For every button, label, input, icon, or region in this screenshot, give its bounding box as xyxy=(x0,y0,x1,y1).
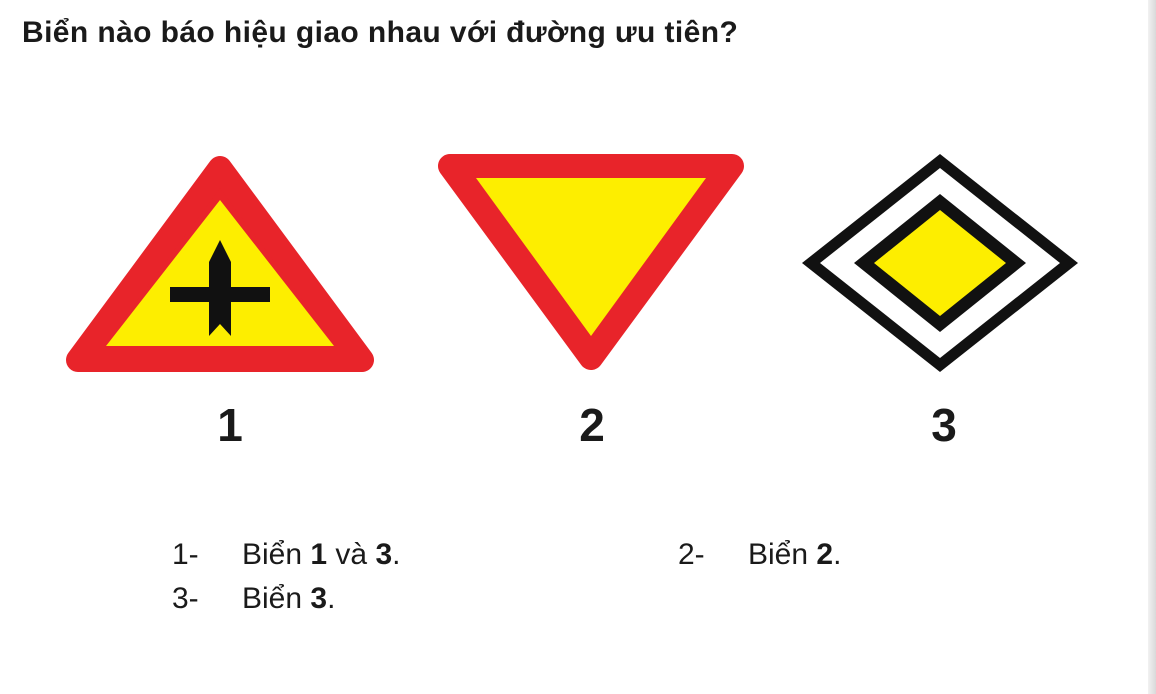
answer-number: 2- xyxy=(678,538,705,571)
give-way-sign-icon xyxy=(438,154,744,370)
answer-text: . xyxy=(833,538,842,571)
answer-option-3[interactable]: 3- Biển 3. xyxy=(172,582,335,616)
answer-text: Biển xyxy=(242,582,311,615)
sign-2-number: 2 xyxy=(579,399,605,451)
answer-bold: 2 xyxy=(816,538,834,571)
answer-option-2[interactable]: 2- Biển 2. xyxy=(678,538,841,572)
answer-number: 3- xyxy=(172,582,199,615)
answer-bold: 3 xyxy=(310,582,328,615)
question-title: Biển nào báo hiệu giao nhau với đường ưu… xyxy=(22,16,739,49)
page-edge-shadow xyxy=(1148,0,1156,694)
answer-text: Biển xyxy=(748,538,817,571)
answer-number: 1- xyxy=(172,538,199,571)
sign-2-give-way[interactable] xyxy=(434,152,748,372)
sign-1-number: 1 xyxy=(217,399,243,451)
sign-1-crossroad-priority[interactable] xyxy=(64,154,376,374)
answer-text: và xyxy=(327,538,376,571)
crossroad-priority-warning-sign-icon xyxy=(66,156,374,372)
answer-text: . xyxy=(327,582,336,615)
priority-road-sign-icon xyxy=(802,154,1078,372)
answer-option-1[interactable]: 1- Biển 1 và 3. xyxy=(172,538,400,572)
answer-bold: 3 xyxy=(375,538,393,571)
answer-text: . xyxy=(392,538,401,571)
sign-3-priority-road[interactable] xyxy=(798,150,1082,376)
answer-bold: 1 xyxy=(310,538,328,571)
sign-3-number: 3 xyxy=(931,399,957,451)
answer-text: Biển xyxy=(242,538,311,571)
